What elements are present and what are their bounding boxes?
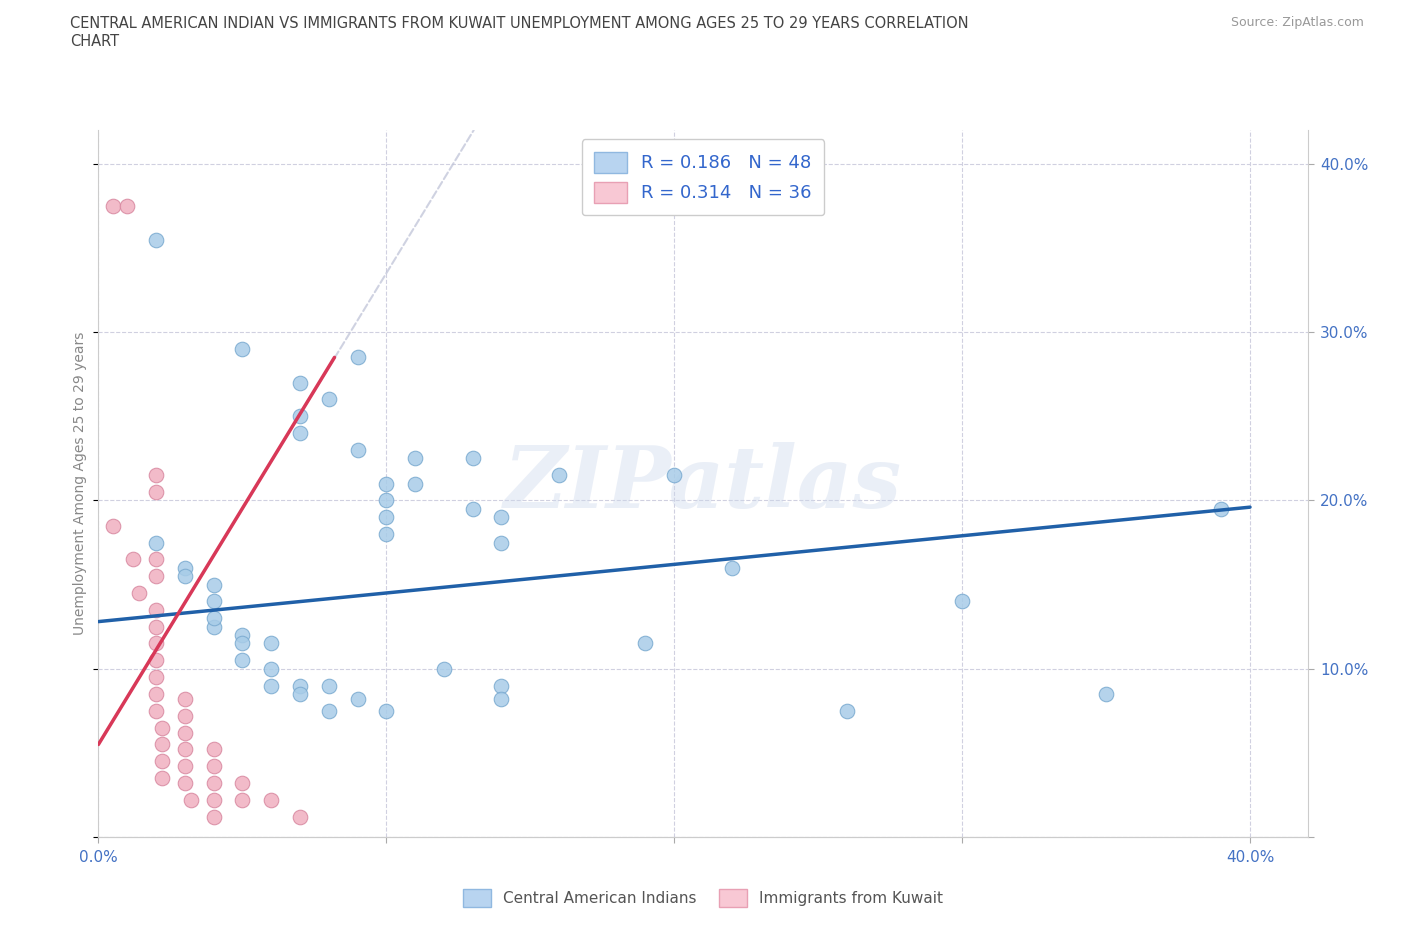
- Point: [375, 510, 398, 525]
- Point: [145, 619, 167, 634]
- Legend: R = 0.186   N = 48, R = 0.314   N = 36: R = 0.186 N = 48, R = 0.314 N = 36: [582, 140, 824, 215]
- Point: [202, 594, 225, 609]
- Point: [231, 792, 253, 807]
- Point: [145, 535, 167, 550]
- Text: CHART: CHART: [70, 34, 120, 49]
- Point: [145, 636, 167, 651]
- Point: [145, 485, 167, 499]
- Point: [180, 792, 202, 807]
- Point: [950, 594, 973, 609]
- Point: [375, 703, 398, 718]
- Point: [548, 468, 571, 483]
- Point: [150, 720, 173, 735]
- Point: [173, 692, 195, 707]
- Point: [173, 725, 195, 740]
- Point: [318, 392, 340, 407]
- Point: [145, 686, 167, 701]
- Point: [346, 692, 368, 707]
- Point: [346, 350, 368, 365]
- Point: [202, 742, 225, 757]
- Point: [128, 586, 150, 601]
- Point: [260, 661, 283, 676]
- Point: [318, 703, 340, 718]
- Point: [173, 569, 195, 584]
- Legend: Central American Indians, Immigrants from Kuwait: Central American Indians, Immigrants fro…: [457, 884, 949, 913]
- Point: [101, 198, 124, 213]
- Point: [173, 776, 195, 790]
- Point: [150, 754, 173, 769]
- Point: [375, 493, 398, 508]
- Point: [173, 742, 195, 757]
- Point: [231, 653, 253, 668]
- Text: ZIPatlas: ZIPatlas: [503, 442, 903, 525]
- Point: [461, 501, 484, 516]
- Point: [491, 510, 513, 525]
- Point: [150, 771, 173, 786]
- Point: [231, 776, 253, 790]
- Point: [173, 560, 195, 575]
- Text: CENTRAL AMERICAN INDIAN VS IMMIGRANTS FROM KUWAIT UNEMPLOYMENT AMONG AGES 25 TO : CENTRAL AMERICAN INDIAN VS IMMIGRANTS FR…: [70, 16, 969, 31]
- Point: [202, 578, 225, 592]
- Point: [260, 792, 283, 807]
- Point: [288, 426, 311, 441]
- Point: [202, 759, 225, 774]
- Point: [720, 560, 742, 575]
- Point: [491, 535, 513, 550]
- Point: [288, 409, 311, 424]
- Point: [231, 341, 253, 356]
- Point: [145, 468, 167, 483]
- Point: [491, 692, 513, 707]
- Point: [202, 611, 225, 626]
- Point: [122, 551, 145, 566]
- Point: [664, 468, 686, 483]
- Point: [202, 619, 225, 634]
- Point: [433, 661, 456, 676]
- Point: [318, 678, 340, 693]
- Point: [260, 636, 283, 651]
- Point: [461, 451, 484, 466]
- Point: [202, 776, 225, 790]
- Point: [404, 451, 426, 466]
- Point: [145, 653, 167, 668]
- Text: Source: ZipAtlas.com: Source: ZipAtlas.com: [1230, 16, 1364, 29]
- Point: [173, 709, 195, 724]
- Point: [231, 628, 253, 643]
- Point: [288, 678, 311, 693]
- Point: [288, 375, 311, 390]
- Point: [145, 670, 167, 684]
- Point: [260, 678, 283, 693]
- Point: [202, 809, 225, 824]
- Point: [173, 759, 195, 774]
- Point: [231, 636, 253, 651]
- Point: [404, 476, 426, 491]
- Point: [1211, 501, 1233, 516]
- Point: [145, 232, 167, 247]
- Point: [1095, 686, 1118, 701]
- Point: [288, 686, 311, 701]
- Point: [491, 678, 513, 693]
- Point: [145, 703, 167, 718]
- Point: [145, 551, 167, 566]
- Point: [145, 569, 167, 584]
- Point: [288, 809, 311, 824]
- Point: [101, 518, 124, 533]
- Point: [835, 703, 858, 718]
- Point: [202, 792, 225, 807]
- Y-axis label: Unemployment Among Ages 25 to 29 years: Unemployment Among Ages 25 to 29 years: [73, 332, 87, 635]
- Point: [634, 636, 657, 651]
- Point: [150, 737, 173, 751]
- Point: [346, 443, 368, 458]
- Point: [375, 526, 398, 541]
- Point: [145, 603, 167, 618]
- Point: [375, 476, 398, 491]
- Point: [115, 198, 138, 213]
